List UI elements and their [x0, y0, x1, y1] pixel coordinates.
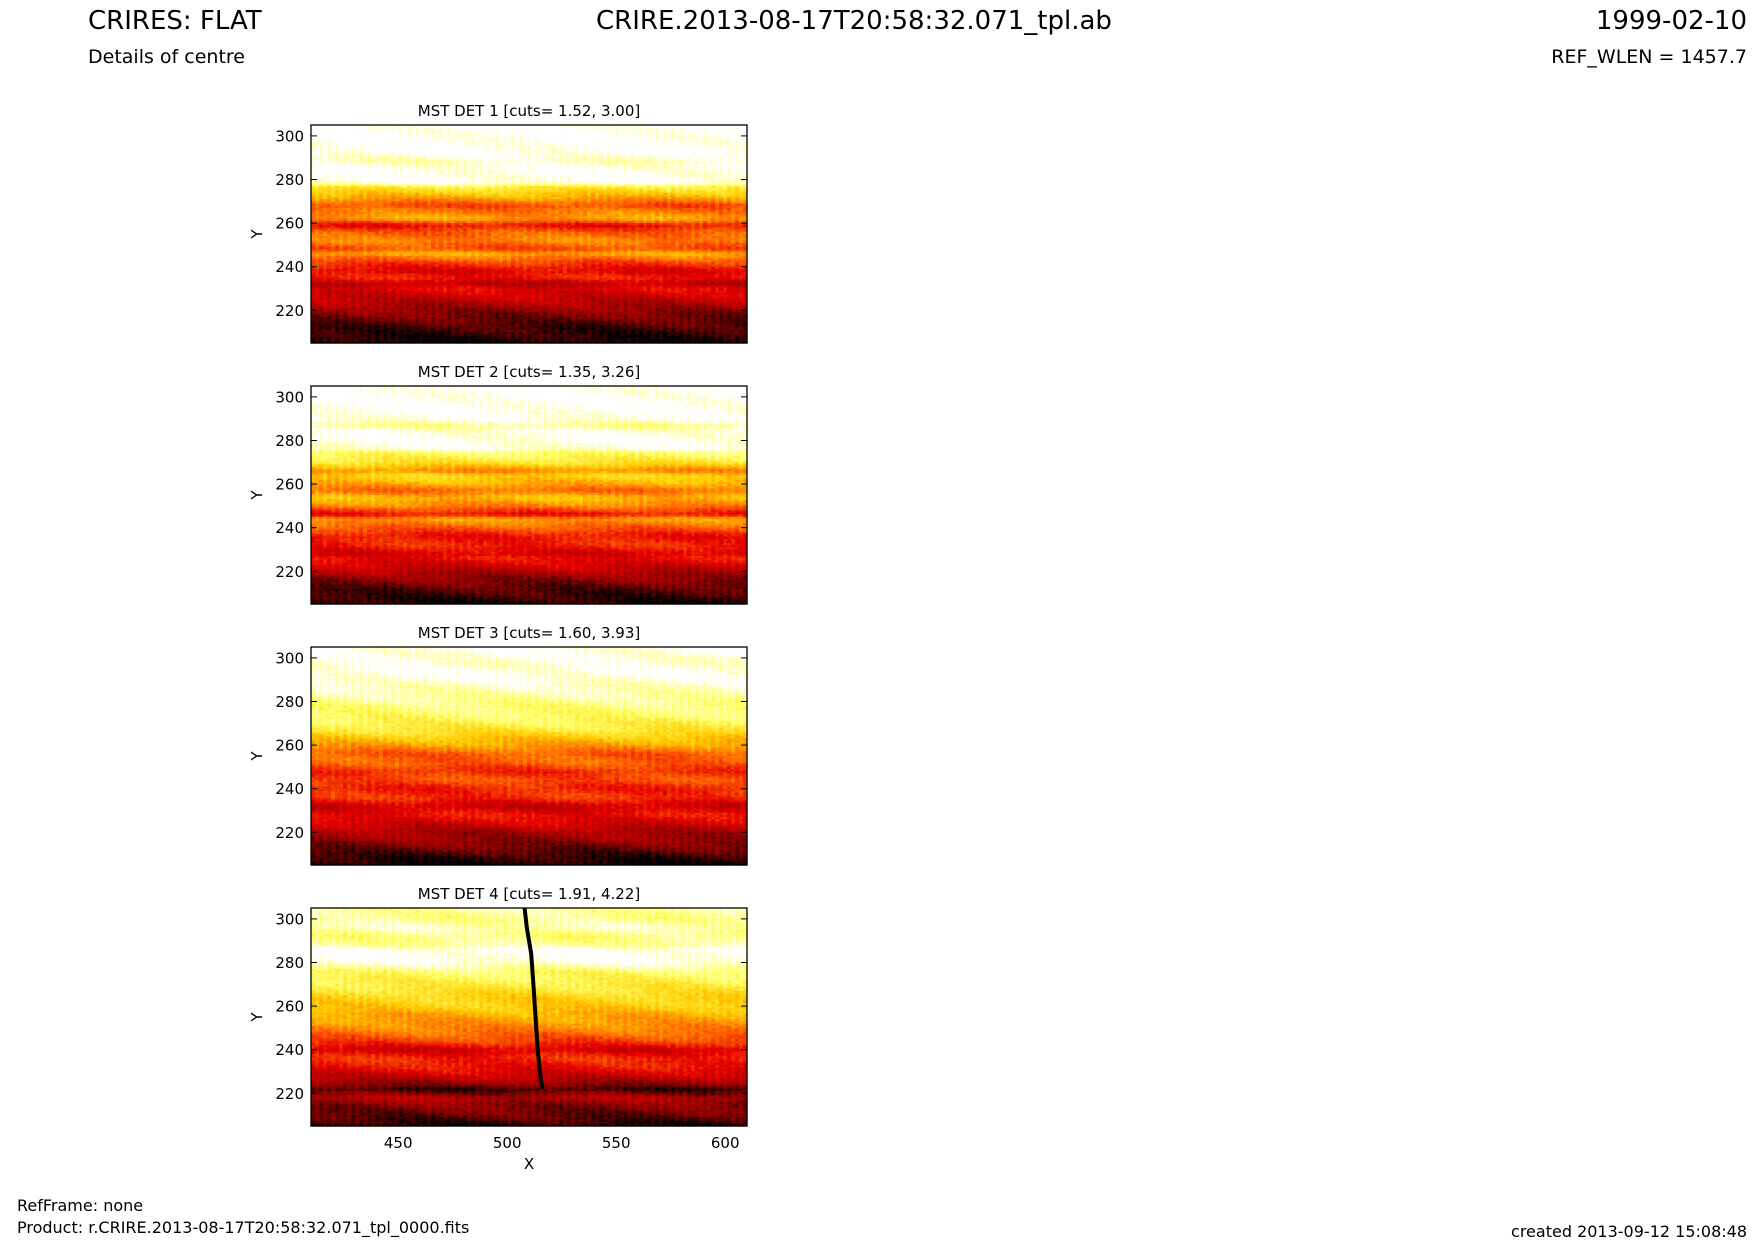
y-tick-label: 220: [275, 302, 304, 320]
y-tick-label: 280: [275, 432, 304, 450]
y-tick-label: 220: [275, 563, 304, 581]
x-axis-label: X: [524, 1155, 534, 1173]
x-tick-label: 550: [602, 1134, 631, 1152]
y-tick-label: 260: [275, 737, 304, 755]
y-tick-label: 280: [275, 693, 304, 711]
y-axis-label: Y: [248, 490, 266, 501]
y-tick-label: 240: [275, 519, 304, 537]
y-tick-label: 220: [275, 1085, 304, 1103]
y-tick-label: 300: [275, 649, 304, 667]
y-tick-label: 240: [275, 1041, 304, 1059]
y-tick-label: 280: [275, 171, 304, 189]
y-tick-label: 300: [275, 910, 304, 928]
panel-title: MST DET 4 [cuts= 1.91, 4.22]: [418, 885, 641, 903]
y-tick-label: 260: [275, 476, 304, 494]
created-label: created 2013-09-12 15:08:48: [1511, 1222, 1747, 1241]
heatmap-panel-1: MST DET 1 [cuts= 1.52, 3.00] 220 240 260 280…: [248, 102, 748, 344]
panel-title: MST DET 1 [cuts= 1.52, 3.00]: [418, 102, 641, 120]
panel-title: MST DET 3 [cuts= 1.60, 3.93]: [418, 624, 641, 642]
y-tick-label: 300: [275, 388, 304, 406]
y-axis-label: Y: [248, 229, 266, 240]
x-tick-label: 450: [384, 1134, 413, 1152]
product-label: Product: r.CRIRE.2013-08-17T20:58:32.071…: [17, 1218, 469, 1237]
y-tick-label: 260: [275, 998, 304, 1016]
heatmap-panel-4: MST DET 4 [cuts= 1.91, 4.22] 220 240 260 280…: [248, 885, 748, 1173]
x-tick-label: 500: [493, 1134, 522, 1152]
heatmap-image: [311, 125, 748, 344]
heatmap-image: [311, 386, 748, 605]
heatmap-panel-2: MST DET 2 [cuts= 1.35, 3.26] 220 240 260 280…: [248, 363, 748, 605]
heatmap-image: [311, 647, 748, 866]
y-axis-label: Y: [248, 751, 266, 762]
y-tick-label: 240: [275, 258, 304, 276]
y-tick-label: 280: [275, 954, 304, 972]
refframe-label: RefFrame: none: [17, 1196, 143, 1215]
y-tick-label: 240: [275, 780, 304, 798]
panel-title: MST DET 2 [cuts= 1.35, 3.26]: [418, 363, 641, 381]
heatmap-panel-3: MST DET 3 [cuts= 1.60, 3.93] 220 240 260 280…: [248, 624, 748, 866]
y-tick-label: 260: [275, 215, 304, 233]
y-axis-label: Y: [248, 1012, 266, 1023]
y-tick-label: 300: [275, 127, 304, 145]
y-tick-label: 220: [275, 824, 304, 842]
x-tick-label: 600: [711, 1134, 740, 1152]
